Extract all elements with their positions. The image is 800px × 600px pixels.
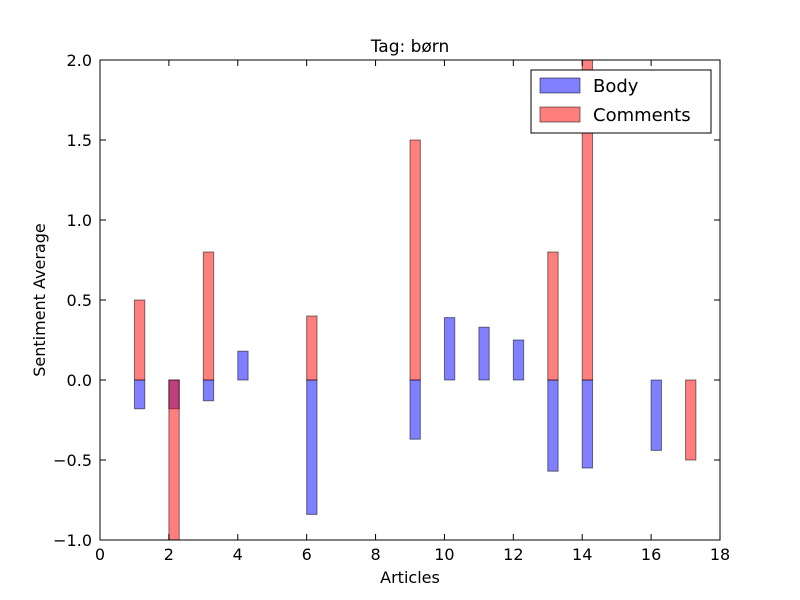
bar-body	[512, 339, 525, 381]
bar-comments	[168, 379, 180, 541]
x-tick-label: 12	[503, 545, 523, 564]
x-tick-label: 10	[434, 545, 454, 564]
bars-layer	[133, 59, 697, 541]
x-tick-label: 4	[233, 545, 243, 564]
y-tick-label: 2.0	[67, 51, 92, 70]
y-tick-label: 0.0	[67, 371, 92, 390]
y-axis-ticks: −1.0 −0.5 0.0 0.5 1.0 1.5 2.0	[53, 51, 720, 550]
y-tick-label: 1.5	[67, 131, 92, 150]
y-tick-label: −1.0	[53, 531, 92, 550]
bar-comments	[202, 251, 215, 381]
bar-comments	[133, 299, 146, 381]
bar-body	[237, 350, 249, 381]
y-axis-label: Sentiment Average	[30, 223, 49, 377]
x-axis-label: Articles	[380, 568, 440, 587]
bar-body	[133, 379, 146, 410]
x-tick-label: 0	[95, 545, 105, 564]
x-tick-label: 8	[370, 545, 380, 564]
legend-swatch-comments	[539, 106, 581, 123]
y-tick-label: 1.0	[67, 211, 92, 230]
x-tick-label: 16	[641, 545, 661, 564]
bar-comments	[685, 379, 697, 461]
legend: Body Comments	[530, 69, 712, 134]
bar-comments	[306, 315, 318, 381]
chart-title: Tag: børn	[370, 37, 450, 57]
x-tick-label: 18	[710, 545, 730, 564]
bar-body	[478, 326, 490, 381]
bar-comments	[409, 139, 421, 381]
legend-label-comments: Comments	[593, 105, 691, 126]
legend-label-body: Body	[593, 76, 639, 97]
y-tick-label: −0.5	[53, 451, 92, 470]
x-axis-ticks: 0 2 4 6 8 10 12 14 16 18	[95, 60, 730, 564]
bar-body	[306, 379, 318, 515]
bar-body	[409, 379, 421, 440]
x-tick-label: 14	[572, 545, 592, 564]
bar-comments	[547, 251, 559, 381]
bar-body	[443, 317, 456, 381]
legend-swatch-body	[539, 77, 581, 94]
bar-body	[581, 379, 594, 469]
x-tick-label: 6	[302, 545, 312, 564]
y-tick-label: 0.5	[67, 291, 92, 310]
bar-body	[202, 379, 215, 402]
bar-body	[547, 379, 559, 472]
x-tick-label: 2	[164, 545, 174, 564]
bar-body	[650, 379, 662, 451]
